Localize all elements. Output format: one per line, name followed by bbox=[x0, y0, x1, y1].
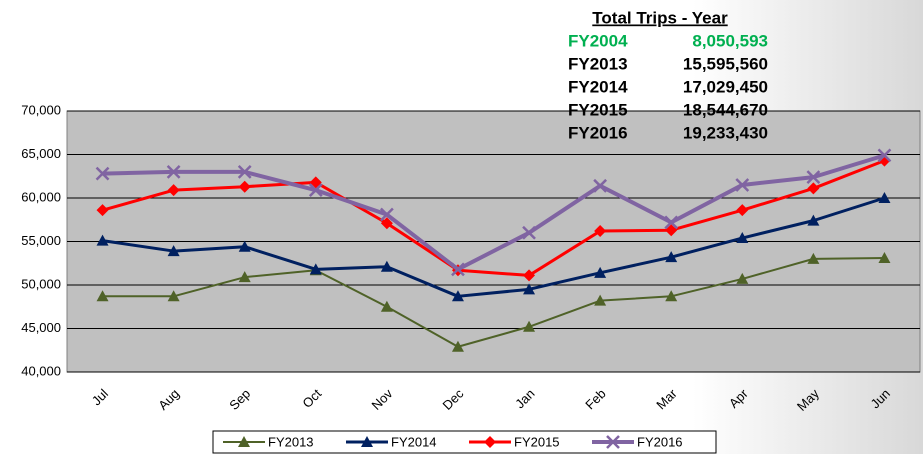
marker bbox=[523, 269, 536, 282]
marker bbox=[96, 204, 109, 217]
annotation-value: 19,233,430 bbox=[683, 123, 768, 142]
annotation-label: FY2014 bbox=[568, 77, 628, 96]
marker bbox=[238, 180, 251, 193]
marker bbox=[593, 178, 608, 193]
marker bbox=[736, 204, 749, 217]
marker bbox=[807, 182, 820, 195]
annotation-label: FY2013 bbox=[568, 54, 628, 73]
marker bbox=[665, 251, 678, 263]
marker bbox=[96, 290, 109, 302]
marker bbox=[523, 320, 536, 332]
marker bbox=[665, 224, 678, 237]
marker bbox=[308, 183, 323, 198]
marker bbox=[877, 148, 892, 163]
series-line bbox=[102, 159, 886, 277]
annotation-label: FY2016 bbox=[568, 123, 628, 142]
marker bbox=[878, 192, 891, 203]
legend-box bbox=[212, 430, 717, 454]
marker bbox=[606, 435, 620, 449]
marker bbox=[379, 207, 394, 222]
legend-label: FY2014 bbox=[391, 434, 437, 449]
marker bbox=[451, 290, 464, 302]
marker bbox=[96, 234, 109, 246]
marker bbox=[95, 166, 110, 181]
annotation-value: 18,544,670 bbox=[683, 100, 768, 119]
marker bbox=[380, 217, 393, 230]
marker bbox=[735, 178, 750, 192]
annotation: Total Trips - Year FY2004 8,050,593 FY2013 1… bbox=[568, 8, 768, 142]
marker bbox=[451, 340, 464, 352]
marker bbox=[167, 184, 180, 197]
series bbox=[95, 148, 892, 277]
series bbox=[96, 252, 891, 352]
y-tick-label: 50,000 bbox=[21, 276, 61, 291]
marker bbox=[594, 294, 607, 306]
marker bbox=[523, 283, 536, 295]
annotation-label: FY2004 bbox=[568, 31, 628, 50]
y-tick-label: 40,000 bbox=[21, 363, 61, 378]
marker bbox=[380, 300, 393, 312]
annotation-label: FY2015 bbox=[568, 100, 628, 119]
y-tick-label: 60,000 bbox=[21, 189, 61, 204]
annotation-title: Total Trips - Year bbox=[592, 8, 728, 27]
marker bbox=[238, 436, 250, 447]
marker bbox=[664, 215, 679, 230]
marker bbox=[807, 214, 820, 226]
marker bbox=[361, 436, 373, 447]
marker bbox=[451, 262, 465, 277]
marker bbox=[238, 240, 251, 252]
y-tick-label: 55,000 bbox=[21, 233, 61, 248]
marker bbox=[309, 176, 322, 189]
marker bbox=[237, 165, 252, 179]
marker bbox=[594, 225, 607, 238]
marker bbox=[380, 260, 393, 272]
legend-label: FY2016 bbox=[637, 434, 683, 449]
y-tick-label: 70,000 bbox=[21, 102, 61, 117]
marker bbox=[167, 290, 180, 302]
y-tick-label: 45,000 bbox=[21, 320, 61, 335]
annotation-value: 17,029,450 bbox=[683, 77, 768, 96]
marker bbox=[166, 165, 181, 179]
legend-label: FY2013 bbox=[268, 434, 314, 449]
series-line bbox=[102, 153, 886, 272]
series bbox=[96, 192, 891, 302]
annotation-value: 15,595,560 bbox=[683, 54, 768, 73]
series-line bbox=[102, 196, 885, 298]
marker bbox=[167, 245, 180, 257]
marker bbox=[736, 232, 749, 244]
marker bbox=[522, 225, 536, 240]
legend-label: FY2015 bbox=[514, 434, 560, 449]
marker bbox=[807, 252, 820, 264]
marker bbox=[594, 266, 607, 278]
marker bbox=[238, 271, 251, 283]
y-tick-label: 65,000 bbox=[21, 146, 61, 161]
annotation-value: 8,050,593 bbox=[692, 31, 768, 50]
marker bbox=[484, 436, 496, 448]
marker bbox=[878, 252, 891, 264]
legend: FY2013 FY2014 FY2015 FY2016 bbox=[212, 430, 717, 454]
series-line bbox=[102, 257, 885, 348]
marker bbox=[309, 263, 322, 275]
marker bbox=[806, 170, 821, 185]
marker bbox=[665, 290, 678, 302]
marker bbox=[736, 272, 749, 284]
